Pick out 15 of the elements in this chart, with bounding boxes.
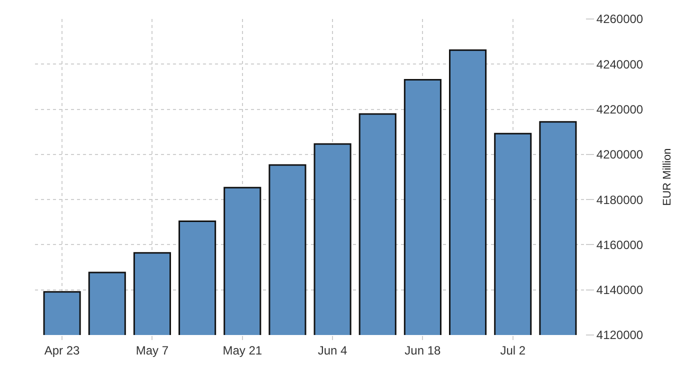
x-tick-label: May 21	[222, 343, 262, 358]
y-tick-label: 4120000	[596, 328, 644, 342]
x-tick-label: Jun 4	[318, 343, 348, 358]
x-tick-label: Jun 18	[404, 343, 442, 358]
y-tick-label: 4160000	[596, 238, 644, 252]
y-axis-title: EUR Million	[662, 148, 674, 206]
x-tick-label: Jul 2	[500, 343, 526, 358]
y-tick-label: 4260000	[596, 12, 644, 26]
y-tick-label: 4180000	[596, 192, 644, 207]
y-tick-label: 4240000	[596, 57, 644, 72]
x-tick-label: May 7	[136, 343, 169, 358]
y-tick-label: 4140000	[596, 283, 644, 298]
y-tick-label: 4200000	[596, 148, 644, 162]
y-tick-label: 4220000	[596, 102, 644, 116]
x-tick-label: Apr 23	[44, 343, 80, 358]
